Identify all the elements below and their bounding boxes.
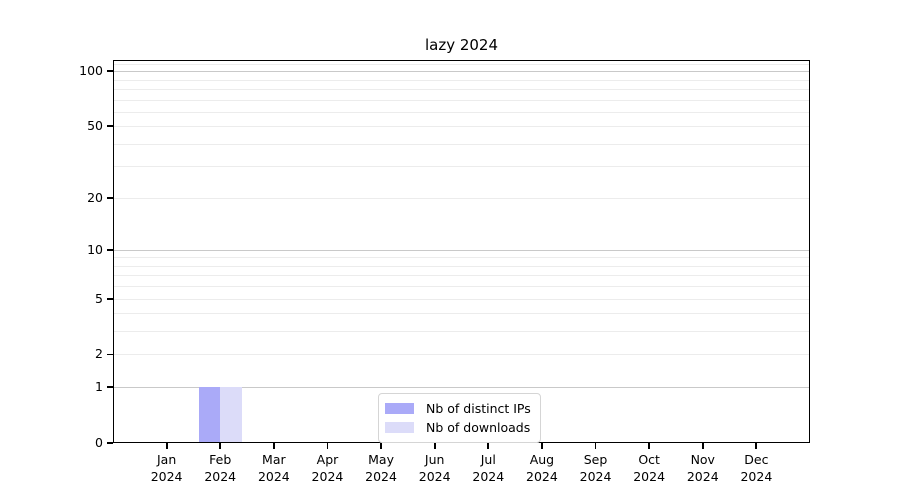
x-tick-label: Jul 2024 <box>472 452 505 484</box>
gridline-minor <box>113 354 810 356</box>
gridline-minor <box>113 88 810 90</box>
y-tick-label: 0 <box>95 435 103 450</box>
y-tick-label: 100 <box>79 63 103 79</box>
gridline-minor <box>113 257 810 259</box>
legend-item: Nb of distinct IPs <box>385 399 531 418</box>
gridline-major <box>113 71 810 73</box>
gridline-minor <box>113 63 810 65</box>
x-tick <box>219 443 222 449</box>
gridline-major <box>113 387 810 389</box>
gridline-minor <box>113 99 810 101</box>
x-tick-label: Feb 2024 <box>204 452 237 484</box>
legend-item: Nb of downloads <box>385 418 531 437</box>
y-tick-label: 5 <box>95 290 103 306</box>
y-tick <box>107 196 113 199</box>
x-tick-label: Apr 2024 <box>311 452 344 484</box>
plot-area <box>113 60 810 443</box>
gridline-minor <box>113 79 810 81</box>
legend-label: Nb of downloads <box>426 420 531 435</box>
x-tick <box>433 443 436 449</box>
y-tick <box>107 386 113 389</box>
chart-title: lazy 2024 <box>424 36 499 54</box>
x-tick <box>326 443 329 449</box>
legend: Nb of distinct IPs Nb of downloads <box>378 393 541 443</box>
y-tick-label: 20 <box>87 189 103 205</box>
y-tick <box>107 70 113 73</box>
y-tick <box>107 297 113 300</box>
gridline-minor <box>113 331 810 333</box>
y-tick-label: 2 <box>95 346 103 362</box>
x-tick <box>541 443 543 449</box>
x-tick-label: Nov 2024 <box>686 452 719 484</box>
gridline-major <box>113 249 810 251</box>
x-tick-label: Aug 2024 <box>526 452 558 484</box>
x-tick-label: Mar 2024 <box>257 452 290 484</box>
x-tick <box>272 443 275 449</box>
gridline-minor <box>113 166 810 168</box>
gridline-minor <box>113 111 810 113</box>
gridline-minor <box>113 313 810 315</box>
gridline-minor <box>113 143 810 145</box>
x-tick-label: Jun 2024 <box>418 452 451 484</box>
y-tick-label: 1 <box>95 379 103 395</box>
x-tick <box>165 443 168 449</box>
x-tick-label: May 2024 <box>365 452 397 484</box>
x-tick-label: Oct 2024 <box>633 452 666 484</box>
legend-swatch <box>385 403 414 414</box>
x-tick <box>755 443 758 449</box>
gridline-minor <box>113 298 810 300</box>
y-tick-label: 10 <box>87 241 103 257</box>
y-tick-label: 50 <box>87 118 103 134</box>
legend-label: Nb of distinct IPs <box>426 401 531 416</box>
x-tick <box>648 443 651 449</box>
y-tick <box>107 353 113 356</box>
x-tick <box>594 443 597 449</box>
x-tick <box>380 443 382 449</box>
y-tick <box>107 248 113 251</box>
gridline-minor <box>113 286 810 288</box>
x-tick <box>487 443 490 449</box>
gridline-minor <box>113 126 810 128</box>
y-tick <box>107 125 113 128</box>
bar-downloads <box>220 387 242 443</box>
x-tick-label: Jan 2024 <box>150 452 183 484</box>
legend-swatch <box>385 422 414 433</box>
bar-distinct-ips <box>198 387 221 443</box>
x-tick-label: Sep 2024 <box>579 452 612 484</box>
gridline-minor <box>113 275 810 277</box>
x-tick <box>701 443 704 449</box>
x-tick-label: Dec 2024 <box>740 452 773 484</box>
gridline-minor <box>113 265 810 267</box>
y-tick <box>107 442 113 444</box>
gridline-minor <box>113 197 810 199</box>
